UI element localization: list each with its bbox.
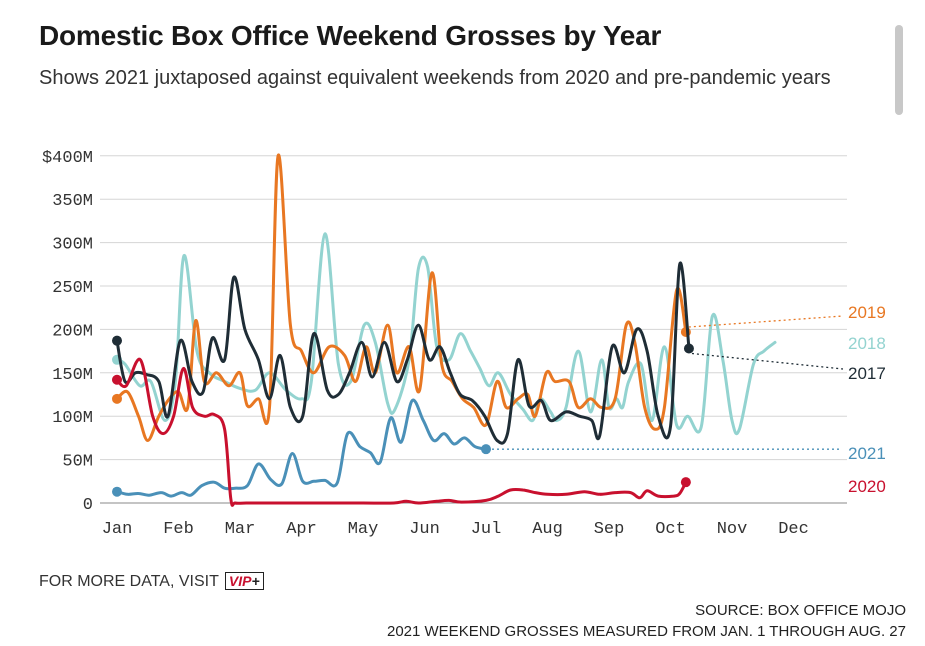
series-start-dot-2021 [112, 486, 122, 497]
x-tick-label: Jun [409, 520, 440, 539]
y-tick-label: 50M [62, 453, 93, 472]
y-tick-label: 300M [52, 236, 93, 255]
y-tick-label: $400M [42, 149, 93, 168]
series-start-dot-2020 [112, 374, 122, 385]
x-tick-label: Feb [163, 520, 194, 539]
x-tick-label: Jul [471, 520, 502, 539]
x-tick-label: Dec [778, 520, 809, 539]
series-label-2020: 2020 [848, 477, 886, 496]
line-chart: 0 50M 100M 150M 200M 250M 300M 350M $400M Jan Feb M… [42, 149, 886, 539]
series-label-2018: 2018 [848, 334, 886, 353]
y-tick-label: 0 [83, 496, 93, 515]
series-label-2019: 2019 [848, 303, 886, 322]
series-end-dot-2017 [683, 343, 694, 354]
more-data-footer: FOR MORE DATA, VISIT VIP+ [39, 572, 264, 591]
x-tick-label: Apr [286, 520, 317, 539]
more-data-text: FOR MORE DATA, VISIT [39, 573, 219, 590]
x-tick-label: Nov [717, 520, 748, 539]
y-tick-label: 250M [52, 279, 93, 298]
vip-logo[interactable]: VIP+ [224, 572, 264, 590]
series-leader-2017 [691, 352, 844, 370]
y-tick-label: 350M [52, 192, 93, 211]
x-tick-label: Aug [532, 520, 563, 539]
y-tick-label: 150M [52, 366, 93, 385]
chart-subtitle: Shows 2021 juxtaposed against equivalent… [39, 67, 831, 89]
y-tick-label: 100M [52, 409, 93, 428]
x-tick-label: May [348, 520, 379, 539]
series-line-2020 [115, 357, 688, 507]
source-note: SOURCE: BOX OFFICE MOJO [695, 602, 906, 619]
series-label-2021: 2021 [848, 444, 886, 463]
x-tick-label: Sep [594, 520, 625, 539]
measurement-note: 2021 WEEKEND GROSSES MEASURED FROM JAN. … [386, 623, 906, 640]
chart-title: Domestic Box Office Weekend Grosses by Y… [39, 20, 662, 51]
series-line-2021 [115, 398, 488, 498]
x-tick-label: Jan [102, 520, 133, 539]
scrollbar[interactable] [895, 25, 903, 115]
series-end-dot-2021 [481, 444, 491, 455]
x-tick-label: Oct [655, 520, 686, 539]
x-tick-label: Mar [225, 520, 256, 539]
series-start-dot-2019 [112, 393, 122, 404]
y-tick-label: 200M [52, 322, 93, 341]
series-line-2019 [115, 153, 688, 442]
series-leader-2019 [688, 315, 844, 328]
series-line-2017 [115, 261, 691, 445]
series-label-2017: 2017 [848, 364, 886, 383]
series-start-dot-2017 [112, 335, 122, 346]
series-end-dot-2020 [680, 477, 691, 488]
